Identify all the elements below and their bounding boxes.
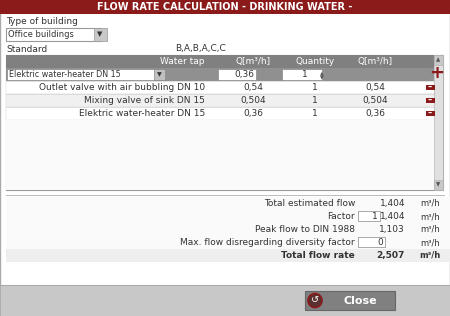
Text: m³/h: m³/h <box>420 238 440 247</box>
Bar <box>426 98 435 103</box>
Bar <box>358 211 380 221</box>
Text: 1,404: 1,404 <box>379 212 405 221</box>
Text: B,A,B,A,C,C: B,A,B,A,C,C <box>175 45 225 53</box>
Bar <box>6 107 434 120</box>
Bar <box>6 94 434 107</box>
Bar <box>6 81 434 94</box>
Text: Peak flow to DIN 1988: Peak flow to DIN 1988 <box>255 225 355 234</box>
Text: Standard: Standard <box>6 45 47 53</box>
Text: 2,507: 2,507 <box>377 251 405 260</box>
Text: Outlet valve with air bubbling DN 10: Outlet valve with air bubbling DN 10 <box>39 83 205 92</box>
Text: Quantity: Quantity <box>295 57 335 66</box>
Text: 1: 1 <box>372 212 378 221</box>
Text: ▼: ▼ <box>157 72 162 77</box>
Bar <box>6 55 434 68</box>
Bar <box>6 210 450 223</box>
Bar <box>426 85 435 90</box>
Bar <box>6 55 443 190</box>
Text: 0,54: 0,54 <box>243 83 263 92</box>
Text: Factor: Factor <box>328 212 355 221</box>
Bar <box>6 197 450 210</box>
Text: ↺: ↺ <box>311 295 319 306</box>
Text: ▼: ▼ <box>320 75 324 80</box>
Text: Elektric water-heater DN 15: Elektric water-heater DN 15 <box>79 109 205 118</box>
Text: 1: 1 <box>302 70 308 79</box>
Bar <box>218 69 256 80</box>
Text: 0,504: 0,504 <box>240 96 266 105</box>
Bar <box>94 28 107 41</box>
Text: –: – <box>428 109 432 118</box>
Bar <box>6 120 434 190</box>
Text: Office buildings: Office buildings <box>8 30 74 39</box>
Text: 0,36: 0,36 <box>243 109 263 118</box>
Bar <box>434 55 443 190</box>
Text: 0,36: 0,36 <box>234 70 254 79</box>
Bar <box>358 237 385 247</box>
Text: 1,103: 1,103 <box>379 225 405 234</box>
Bar <box>434 180 443 190</box>
Text: m³/h: m³/h <box>420 199 440 208</box>
Text: m³/h: m³/h <box>419 251 440 260</box>
Text: Close: Close <box>343 295 377 306</box>
Text: ▲: ▲ <box>436 58 441 63</box>
Text: FLOW RATE CALCULATION - DRINKING WATER -: FLOW RATE CALCULATION - DRINKING WATER - <box>97 2 353 12</box>
Bar <box>434 55 443 65</box>
Bar <box>0 0 450 14</box>
Text: 1,404: 1,404 <box>379 199 405 208</box>
Text: Type of building: Type of building <box>6 17 78 27</box>
Circle shape <box>308 294 322 307</box>
Text: Mixing valve of sink DN 15: Mixing valve of sink DN 15 <box>84 96 205 105</box>
Text: m³/h: m³/h <box>420 225 440 234</box>
Bar <box>6 28 101 41</box>
Bar <box>0 285 450 316</box>
Text: Water tap: Water tap <box>161 57 205 66</box>
Text: Elektric water-heater DN 15: Elektric water-heater DN 15 <box>9 70 121 79</box>
Bar <box>282 69 322 80</box>
Text: Total flow rate: Total flow rate <box>281 251 355 260</box>
Text: Total estimated flow: Total estimated flow <box>264 199 355 208</box>
Text: –: – <box>428 96 432 105</box>
Text: –: – <box>428 83 432 92</box>
Text: Q[m³/h]: Q[m³/h] <box>235 57 270 66</box>
Text: +: + <box>429 64 445 82</box>
Text: Max. flow disregarding diversity factor: Max. flow disregarding diversity factor <box>180 238 355 247</box>
Text: 0: 0 <box>377 238 383 247</box>
Bar <box>305 291 395 310</box>
Bar <box>7 69 155 80</box>
Bar <box>426 111 435 116</box>
Text: Q[m³/h]: Q[m³/h] <box>357 57 392 66</box>
Bar <box>6 223 450 236</box>
Bar <box>154 69 165 80</box>
Text: m³/h: m³/h <box>420 212 440 221</box>
Text: ▲: ▲ <box>320 70 324 76</box>
Text: 0,54: 0,54 <box>365 83 385 92</box>
Text: ▼: ▼ <box>97 32 103 38</box>
Text: 1: 1 <box>312 96 318 105</box>
Bar <box>6 236 450 249</box>
Text: ▼: ▼ <box>436 183 441 187</box>
Text: 1: 1 <box>312 109 318 118</box>
Text: 0,36: 0,36 <box>365 109 385 118</box>
Text: 1: 1 <box>312 83 318 92</box>
Bar <box>6 249 450 262</box>
Text: 0,504: 0,504 <box>362 96 388 105</box>
Bar <box>6 68 434 81</box>
